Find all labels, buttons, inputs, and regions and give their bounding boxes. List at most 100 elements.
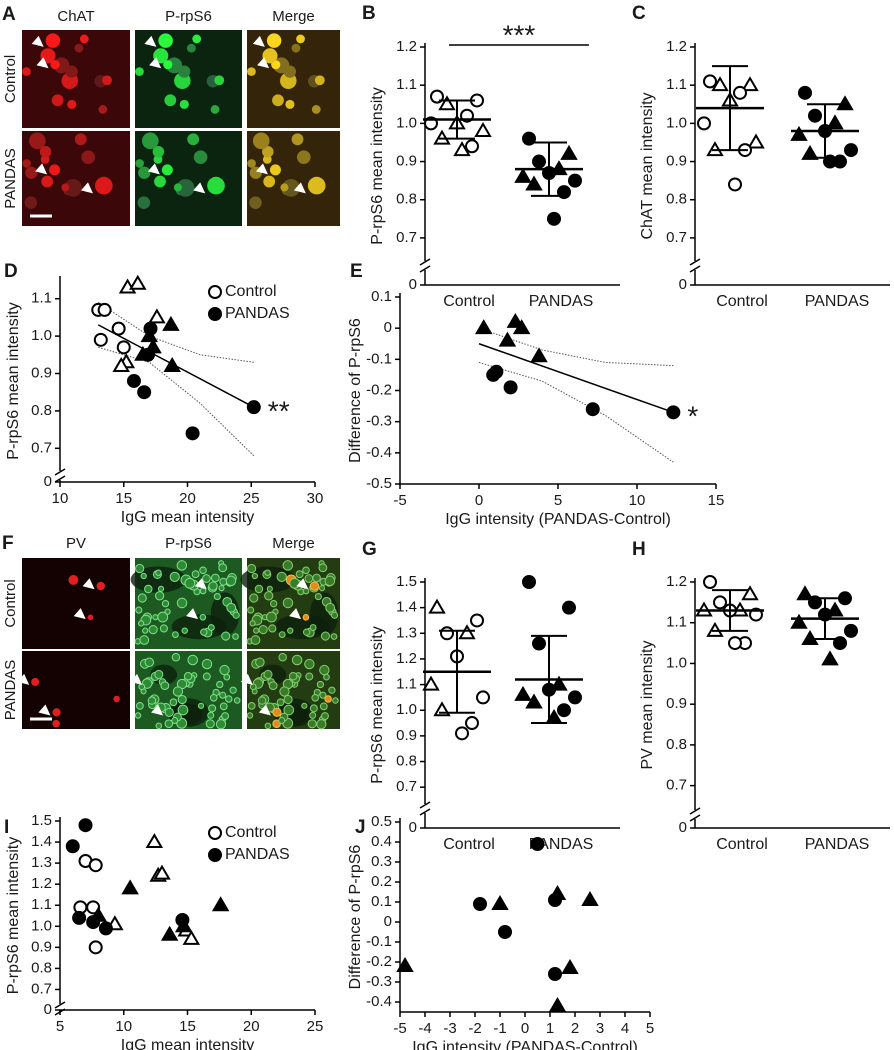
sd-bar: [807, 103, 843, 159]
cell: [211, 573, 220, 583]
panel-letter: H: [632, 539, 646, 560]
cell: [316, 719, 327, 730]
sd-bar: [807, 597, 843, 641]
y-tick-label: 0.4: [371, 833, 392, 850]
cell: [287, 627, 294, 634]
cell: [171, 717, 179, 724]
data-point: [581, 891, 599, 906]
cell: [177, 704, 189, 716]
data-point: [163, 357, 181, 373]
cell: [74, 133, 87, 146]
cell: [249, 196, 262, 209]
data-point: [153, 864, 171, 880]
data-point: [98, 921, 113, 936]
cell: [172, 631, 179, 638]
row-label: Control: [2, 55, 19, 103]
cell: [64, 178, 82, 197]
data-point: [162, 315, 180, 331]
ci-band: [98, 346, 255, 457]
legend-label: Control: [225, 283, 277, 300]
cell: [330, 633, 338, 640]
cell: [142, 627, 149, 634]
cell: [191, 570, 200, 579]
data-point: [137, 385, 152, 400]
data-point: [246, 400, 261, 415]
y-tick-label: 1.2: [396, 38, 417, 55]
legend-label: Control: [225, 824, 277, 841]
data-point: [182, 929, 201, 945]
y-tick-label: 1.1: [31, 896, 52, 913]
panel-letter: J: [355, 817, 366, 838]
cell: [181, 627, 188, 634]
cell: [301, 702, 308, 709]
data-point: [65, 839, 80, 854]
column-label: Merge: [272, 535, 315, 552]
data-point: [808, 108, 822, 123]
cell: [193, 150, 208, 164]
y-tick-label: 1.2: [31, 875, 52, 892]
sd-bar: [531, 634, 567, 725]
cell: [183, 672, 193, 681]
cell: [225, 695, 233, 703]
column-label: Merge: [272, 8, 315, 25]
data-point: [140, 327, 158, 343]
cell: [257, 696, 267, 705]
data-point: [522, 575, 536, 589]
data-point: [703, 74, 717, 89]
cell: [164, 94, 177, 107]
data-point: [525, 693, 543, 709]
cell: [252, 132, 270, 150]
data-point: [422, 675, 440, 691]
cell: [318, 585, 326, 592]
cell: [29, 132, 46, 150]
data-point: [711, 76, 729, 92]
cell: [51, 94, 64, 107]
cell: [164, 707, 174, 717]
axis-break: [419, 801, 431, 816]
arrowhead: [17, 673, 30, 685]
y-tick-label: 0.3: [371, 853, 392, 870]
cell: [278, 652, 287, 662]
cell: [207, 711, 215, 719]
data-point: [88, 940, 103, 955]
cell: [98, 105, 108, 114]
cell: [262, 48, 278, 64]
cell: [137, 620, 145, 627]
data-point: [561, 959, 579, 974]
y-tick-label: 1.0: [31, 327, 52, 344]
cell: [316, 680, 325, 689]
cell: [225, 575, 237, 587]
x-tick-label: 0: [475, 492, 483, 509]
cell: [157, 611, 169, 623]
cell: [154, 591, 165, 601]
row-label: PANDAS: [2, 148, 19, 209]
cell: [169, 571, 180, 582]
arrowhead: [289, 608, 302, 620]
cell: [283, 694, 293, 705]
data-point: [562, 600, 576, 615]
cell: [140, 572, 147, 580]
y-tick-label: -0.1: [366, 933, 392, 950]
cell: [291, 43, 301, 53]
cell: [67, 99, 77, 109]
data-point: [89, 906, 107, 922]
axis-break: [689, 258, 701, 273]
cell: [309, 704, 318, 713]
data-point: [126, 373, 141, 388]
cell: [138, 683, 146, 691]
cell: [210, 105, 220, 114]
x-tick-label: -4: [418, 1020, 431, 1037]
y-axis-title: Difference of P-rpS6: [347, 845, 364, 990]
arrowhead: [240, 673, 253, 685]
arrowhead: [38, 704, 51, 716]
y-tick-label: 0.7: [31, 980, 52, 997]
cell: [141, 132, 159, 150]
panel-letter: C: [632, 3, 646, 24]
data-point: [790, 125, 808, 141]
y-tick-label: 0.9: [396, 153, 417, 170]
data-point: [796, 585, 814, 601]
legend-marker: [208, 285, 222, 299]
panel-letter: D: [4, 261, 18, 282]
arrowhead: [252, 35, 265, 47]
data-point: [148, 308, 166, 324]
